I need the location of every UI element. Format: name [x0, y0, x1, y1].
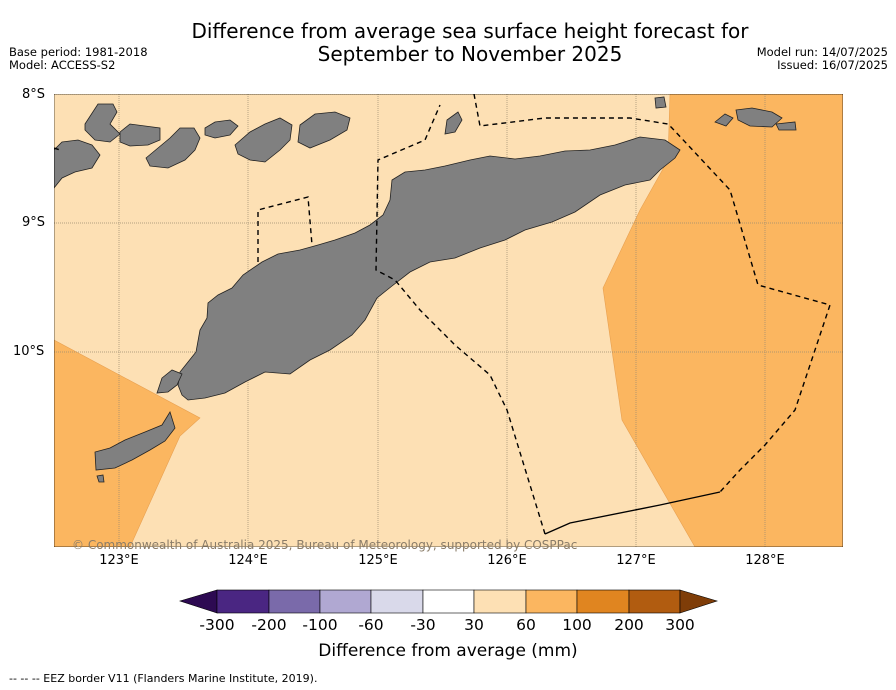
colorbar-tick: -300 [199, 616, 235, 634]
lat-label-8s: 8°S [22, 87, 46, 102]
wetar-island [297, 111, 351, 149]
colorbar-band-4 [370, 589, 424, 614]
model-name: Model: ACCESS-S2 [9, 58, 116, 72]
colorbar-tick: 200 [614, 616, 644, 634]
lon-label-127e: 127°E [616, 553, 656, 568]
lembata-island [145, 127, 201, 169]
colorbar-band-2 [268, 589, 321, 614]
lon-label-128e: 128°E [745, 553, 785, 568]
base-period: Base period: 1981-2018 [9, 45, 148, 59]
colorbar-tick: 100 [562, 616, 592, 634]
atauro-island [444, 111, 463, 135]
leti-island [714, 113, 734, 127]
semau-island [156, 369, 183, 394]
colorbar-band-3 [319, 589, 372, 614]
lat-label-10s: 10°S [13, 344, 45, 359]
colorbar-tick: -200 [251, 616, 287, 634]
title-line-2: September to November 2025 [317, 42, 623, 66]
meta-right: Model run: 14/07/2025 Issued: 16/07/2025 [757, 46, 888, 72]
colorbar-tick: 30 [464, 616, 484, 634]
lakor-island [775, 121, 797, 131]
land [54, 96, 797, 483]
copyright-notice: © Commonwealth of Australia 2025, Bureau… [72, 538, 578, 552]
lon-label-126e: 126°E [487, 553, 527, 568]
model-run: Model run: 14/07/2025 [756, 45, 888, 59]
lon-label-125e: 125°E [358, 553, 398, 568]
colorbar-tick: -60 [358, 616, 384, 634]
colorbar-tick: -100 [302, 616, 338, 634]
solor-island [84, 103, 121, 143]
colorbar-band-6 [473, 589, 527, 614]
alor-island [234, 117, 293, 163]
anomaly-60-100-east [602, 94, 843, 547]
colorbar [178, 589, 719, 614]
issued-date: Issued: 16/07/2025 [777, 58, 888, 72]
colorbar-band-7 [525, 589, 578, 614]
colorbar-band-9 [628, 589, 681, 614]
eez-footnote: -- -- -- EEZ border V11 (Flanders Marine… [9, 672, 318, 685]
map-area [54, 94, 843, 547]
adonara-island [119, 123, 161, 147]
moa-island [735, 107, 783, 128]
pantar-island [204, 119, 239, 139]
colorbar-band-5 [422, 589, 475, 614]
rote-island [94, 411, 176, 471]
timor-island [177, 136, 681, 401]
colorbar-tick: 300 [665, 616, 695, 634]
lat-label-9s: 9°S [22, 215, 46, 230]
colorbar-extend-low [178, 589, 218, 614]
colorbar-tick: -30 [410, 616, 436, 634]
kisar-island [654, 96, 667, 109]
map-title: Difference from average sea surface heig… [150, 20, 790, 66]
colorbar-band-8 [576, 589, 630, 614]
flores-island [54, 139, 101, 189]
colorbar-tick: 60 [516, 616, 536, 634]
lon-label-124e: 124°E [228, 553, 268, 568]
eez-border [54, 94, 831, 535]
ndao-island [96, 474, 105, 483]
colorbar-title: Difference from average (mm) [318, 641, 578, 661]
lon-label-123e: 123°E [99, 553, 139, 568]
meta-left: Base period: 1981-2018 Model: ACCESS-S2 [9, 46, 148, 72]
colorbar-band-1 [216, 589, 270, 614]
colorbar-extend-high [679, 589, 719, 614]
title-line-1: Difference from average sea surface heig… [191, 19, 749, 43]
